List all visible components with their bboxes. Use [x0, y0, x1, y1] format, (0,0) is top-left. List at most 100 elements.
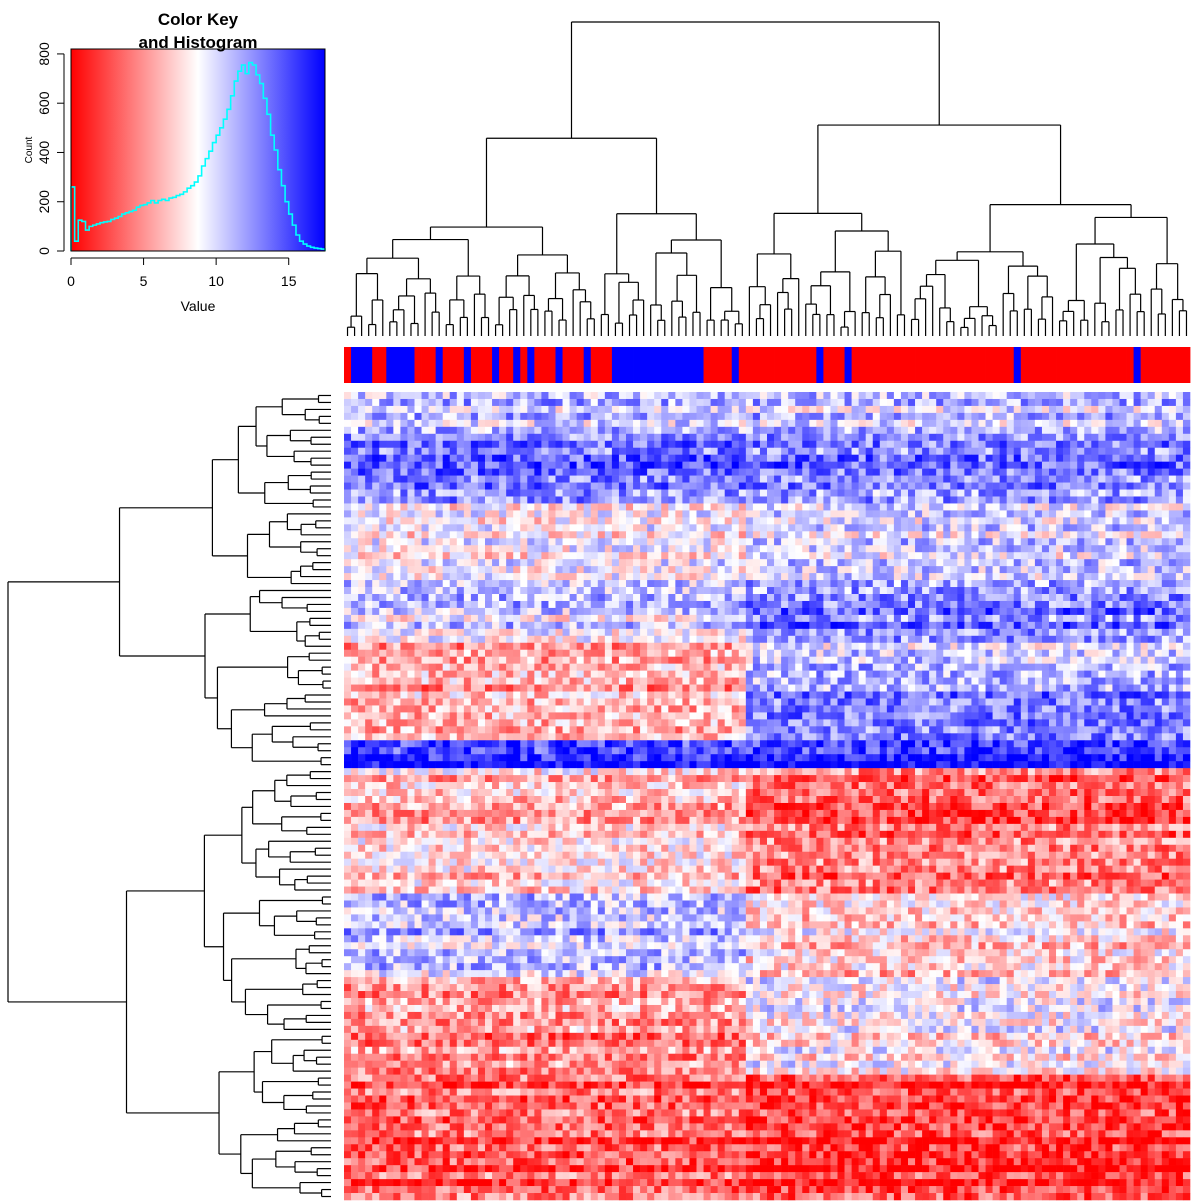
heatmap-cell — [499, 405, 507, 414]
heatmap-cell — [844, 580, 852, 588]
heatmap-cell — [583, 538, 592, 546]
heatmap-cell — [506, 503, 514, 511]
heatmap-cell — [485, 412, 493, 421]
heatmap-cell — [879, 559, 888, 567]
heatmap-cell — [527, 510, 535, 518]
heatmap-cell — [590, 600, 599, 609]
heatmap-cell — [654, 594, 662, 602]
heatmap-cell — [816, 607, 824, 616]
heatmap-cell — [1027, 482, 1036, 490]
heatmap-cell — [858, 447, 866, 455]
heatmap-cell — [724, 433, 733, 442]
heatmap-cell — [1041, 475, 1050, 483]
heatmap-cell — [470, 489, 479, 497]
heatmap-cell — [1041, 566, 1050, 574]
heatmap-cell — [682, 447, 690, 455]
heatmap-cell — [442, 531, 451, 539]
heatmap-cell — [745, 614, 754, 623]
heatmap-cell — [1098, 447, 1106, 455]
heatmap-cell — [823, 489, 831, 497]
heatmap-cell — [569, 510, 577, 518]
heatmap-cell — [527, 440, 535, 449]
heatmap-cell — [470, 587, 479, 595]
heatmap-cell — [562, 573, 570, 581]
heatmap-cell — [626, 552, 634, 560]
heatmap-cell — [696, 503, 704, 511]
heatmap-cell — [449, 517, 458, 525]
heatmap-cell — [1063, 510, 1071, 518]
heatmap-cell — [513, 433, 521, 442]
heatmap-cell — [626, 461, 634, 469]
heatmap-cell — [950, 461, 958, 469]
heatmap-cell — [964, 545, 972, 553]
annotation-cell — [738, 347, 747, 383]
heatmap-cell — [393, 433, 401, 442]
heatmap-cell — [957, 468, 965, 476]
heatmap-cell — [456, 566, 465, 574]
heatmap-cell — [421, 447, 429, 455]
annotation-cell — [344, 347, 352, 383]
heatmap-cell — [922, 517, 930, 525]
heatmap-cell — [1063, 461, 1071, 469]
heatmap-cell — [830, 475, 838, 483]
heatmap-cell — [1070, 503, 1078, 511]
heatmap-cell — [640, 594, 648, 602]
heatmap-cell — [1070, 440, 1078, 449]
heatmap-cell — [908, 566, 916, 574]
heatmap-cell — [745, 621, 754, 630]
heatmap-cell — [640, 412, 648, 421]
heatmap-cell — [1063, 475, 1071, 483]
heatmap-cell — [943, 621, 951, 630]
heatmap-cell — [541, 600, 549, 609]
heatmap-cell — [999, 426, 1007, 435]
heatmap-cell — [724, 468, 733, 476]
heatmap-cell — [1034, 454, 1043, 462]
heatmap-cell — [837, 524, 845, 532]
heatmap-cell — [837, 454, 845, 462]
heatmap-cell — [372, 496, 380, 504]
heatmap-cell — [611, 538, 620, 546]
heatmap-cell — [1020, 392, 1029, 400]
heatmap-cell — [576, 454, 584, 462]
heatmap-cell — [1182, 614, 1191, 623]
heatmap-cell — [647, 614, 655, 623]
heatmap-cell — [1112, 573, 1120, 581]
heatmap-cell — [640, 628, 648, 637]
heatmap-cell — [999, 559, 1007, 567]
heatmap-cell — [971, 496, 979, 504]
heatmap-cell — [661, 405, 669, 414]
heatmap-cell — [379, 628, 387, 637]
heatmap-cell — [344, 628, 352, 637]
heatmap-cell — [1077, 440, 1085, 449]
heatmap-cell — [548, 454, 556, 462]
heatmap-cell — [456, 621, 465, 630]
heatmap-cell — [618, 580, 627, 588]
heatmap-cell — [809, 538, 817, 546]
heatmap-cell — [915, 398, 923, 407]
heatmap-cell — [555, 594, 563, 602]
heatmap-cell — [590, 524, 599, 532]
annotation-cell — [1105, 347, 1113, 383]
heatmap-cell — [590, 517, 599, 525]
heatmap-cell — [647, 552, 655, 560]
heatmap-cell — [463, 552, 472, 560]
heatmap-cell — [964, 531, 972, 539]
heatmap-cell — [964, 600, 972, 609]
heatmap-cell — [1161, 531, 1170, 539]
heatmap-cell — [611, 433, 620, 442]
heatmap-cell — [640, 503, 648, 511]
heatmap-cell — [555, 587, 563, 595]
heatmap-cell — [893, 440, 902, 449]
heatmap-cell — [731, 559, 740, 567]
heatmap-cell — [858, 559, 866, 567]
heatmap-cell — [499, 594, 507, 602]
heatmap-cell — [1091, 503, 1099, 511]
annotation-cell — [527, 347, 535, 383]
heatmap-cell — [1091, 419, 1099, 428]
heatmap-cell — [696, 398, 704, 407]
heatmap-cell — [569, 614, 577, 623]
heatmap-cell — [788, 447, 796, 455]
heatmap-cell — [569, 475, 577, 483]
annotation-cell — [520, 347, 528, 383]
heatmap-cell — [872, 566, 881, 574]
